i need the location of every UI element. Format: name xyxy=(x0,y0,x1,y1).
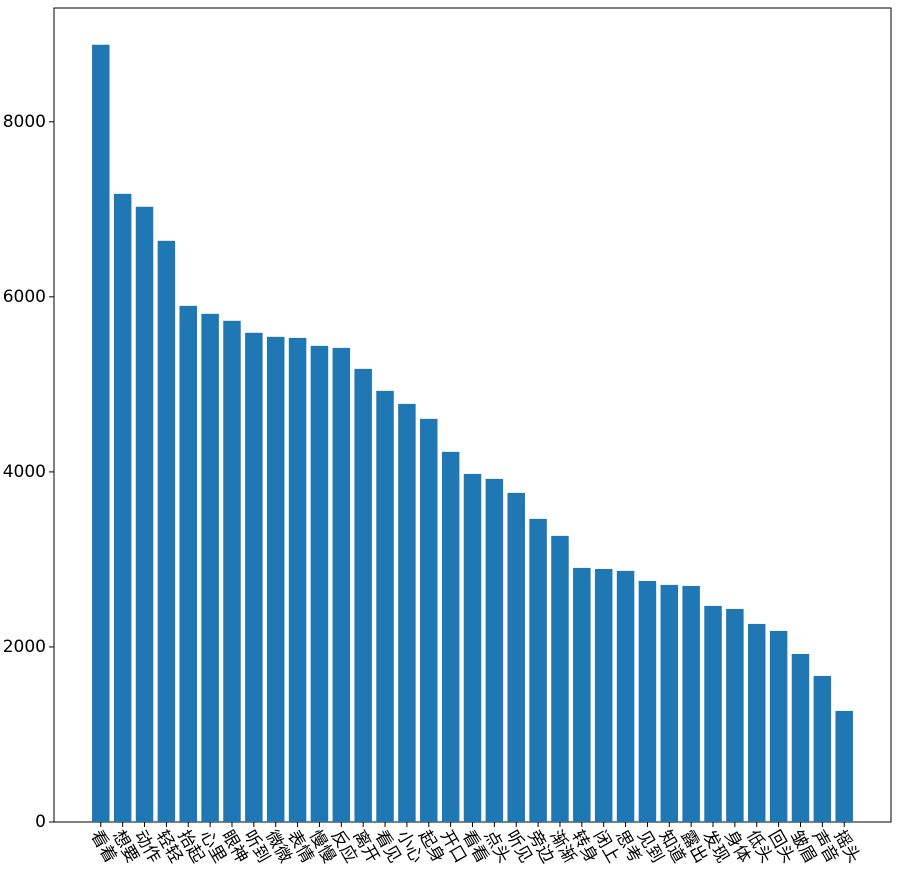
bar xyxy=(616,570,635,822)
bar xyxy=(398,403,416,822)
bar xyxy=(594,568,613,822)
bar xyxy=(813,675,832,822)
bar xyxy=(748,623,766,822)
bar xyxy=(726,608,744,822)
bar xyxy=(769,630,788,822)
bar xyxy=(376,390,394,822)
bar xyxy=(704,605,722,822)
y-tick-label: 6000 xyxy=(3,287,46,307)
bar xyxy=(463,473,482,822)
bar xyxy=(573,567,591,822)
bar xyxy=(310,345,329,822)
y-tick-label: 8000 xyxy=(3,112,46,132)
bar xyxy=(92,44,110,822)
bar xyxy=(332,347,351,822)
bar xyxy=(420,418,438,822)
bar xyxy=(201,313,219,822)
bar xyxy=(135,206,154,822)
bar xyxy=(529,518,547,822)
bar xyxy=(507,492,525,822)
bar xyxy=(245,332,263,822)
bar xyxy=(660,584,679,822)
y-tick-label: 2000 xyxy=(3,637,46,657)
bar xyxy=(179,305,197,822)
bar xyxy=(288,337,307,822)
bar xyxy=(113,193,132,822)
bar xyxy=(551,535,569,822)
bar xyxy=(441,451,460,822)
bar xyxy=(157,240,176,822)
bar xyxy=(485,478,504,822)
bar xyxy=(682,585,700,822)
y-tick-label: 4000 xyxy=(3,462,46,482)
bar xyxy=(638,580,657,822)
bar xyxy=(223,320,241,822)
bar xyxy=(266,336,285,822)
y-tick-label: 0 xyxy=(35,812,46,832)
bar xyxy=(835,710,853,822)
bar xyxy=(354,368,372,822)
bar xyxy=(791,653,810,822)
